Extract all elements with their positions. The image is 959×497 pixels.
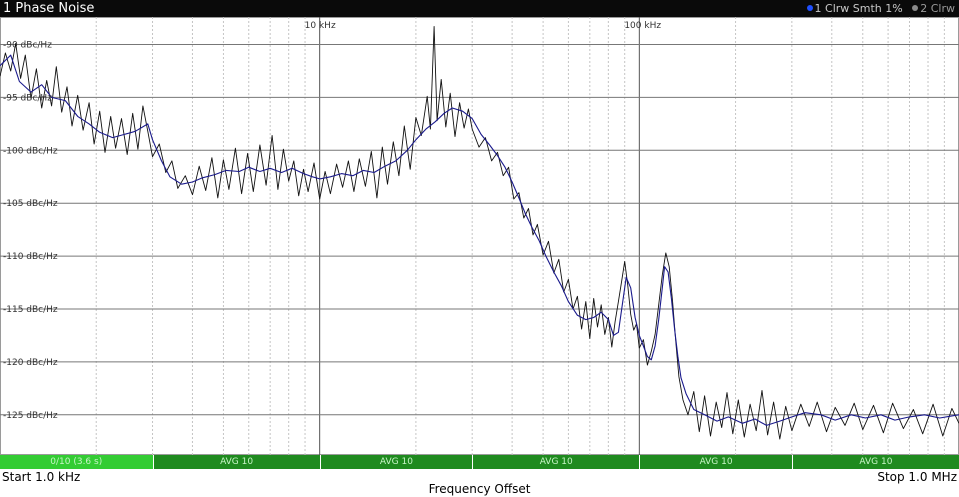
plot-frame (0, 17, 959, 455)
status-segment: AVG 10 (320, 455, 473, 469)
window-title: 1 Phase Noise (3, 1, 95, 16)
trace2-dot-icon (912, 5, 919, 11)
stop-frequency: Stop 1.0 MHz (877, 470, 957, 484)
sweep-status-strip: 0/10 (3.6 s) AVG 10 AVG 10 AVG 10 AVG 10 AVG … (0, 455, 959, 469)
legend-trace1: 1 Clrw Smth 1% (814, 2, 903, 15)
y-tick-label: -105 dBc/Hz (3, 199, 58, 209)
x-tick-label: 100 kHz (624, 21, 661, 31)
trace-legend: 1 Clrw Smth 1% 2 Clrw (806, 2, 955, 15)
status-segment: AVG 10 (473, 455, 640, 469)
x-axis-title: Frequency Offset (428, 482, 531, 496)
status-segment: AVG 10 (640, 455, 792, 469)
status-segment: 0/10 (3.6 s) (0, 455, 153, 469)
trace-2-raw (0, 26, 959, 440)
y-tick-label: -110 dBc/Hz (3, 252, 58, 262)
status-segment: AVG 10 (153, 455, 320, 469)
y-tick-label: -120 dBc/Hz (3, 358, 58, 368)
trace1-dot-icon (806, 5, 813, 11)
traces (0, 26, 959, 440)
phase-noise-plot[interactable]: 10 kHz 100 kHz -90 dBc/Hz -95 dBc/Hz -100 dB… (0, 17, 959, 455)
x-tick-label: 10 kHz (305, 21, 336, 31)
axis-labels: 10 kHz 100 kHz -90 dBc/Hz -95 dBc/Hz -100 dB… (3, 21, 661, 421)
title-bar: 1 Phase Noise 1 Clrw Smth 1% 2 Clrw (0, 0, 959, 17)
y-tick-label: -100 dBc/Hz (3, 146, 58, 156)
y-tick-label: -95 dBc/Hz (3, 93, 52, 103)
start-frequency: Start 1.0 kHz (2, 470, 81, 484)
grid (0, 17, 959, 455)
trace-1-smoothed (0, 54, 959, 426)
legend-trace2: 2 Clrw (920, 2, 955, 15)
y-tick-label: -90 dBc/Hz (3, 41, 52, 51)
y-tick-label: -125 dBc/Hz (3, 411, 58, 421)
status-segment: AVG 10 (792, 455, 959, 469)
y-tick-label: -115 dBc/Hz (3, 305, 58, 315)
